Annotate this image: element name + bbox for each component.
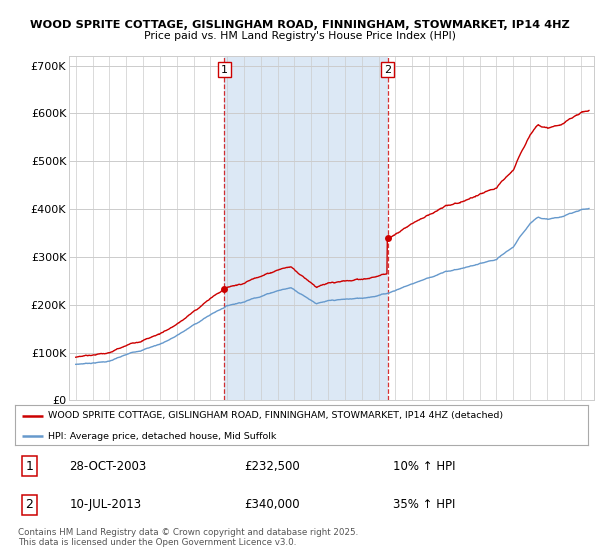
Point (383, 234, 392, 242)
Text: Price paid vs. HM Land Registry's House Price Index (HPI): Price paid vs. HM Land Registry's House … (144, 31, 456, 41)
Text: 2: 2 (384, 64, 391, 74)
Text: 10-JUL-2013: 10-JUL-2013 (70, 498, 142, 511)
Text: 2: 2 (25, 498, 33, 511)
Text: 10% ↑ HPI: 10% ↑ HPI (393, 460, 455, 473)
Text: £232,500: £232,500 (244, 460, 300, 473)
Text: WOOD SPRITE COTTAGE, GISLINGHAM ROAD, FINNINGHAM, STOWMARKET, IP14 4HZ (detached: WOOD SPRITE COTTAGE, GISLINGHAM ROAD, FI… (48, 411, 503, 420)
Text: HPI: Average price, detached house, Mid Suffolk: HPI: Average price, detached house, Mid … (48, 432, 277, 441)
Text: 28-OCT-2003: 28-OCT-2003 (70, 460, 146, 473)
Text: 1: 1 (25, 460, 33, 473)
Text: £340,000: £340,000 (244, 498, 300, 511)
Bar (224, 56, 388, 400)
Text: WOOD SPRITE COTTAGE, GISLINGHAM ROAD, FINNINGHAM, STOWMARKET, IP14 4HZ: WOOD SPRITE COTTAGE, GISLINGHAM ROAD, FI… (30, 20, 570, 30)
Text: Contains HM Land Registry data © Crown copyright and database right 2025.
This d: Contains HM Land Registry data © Crown c… (18, 528, 358, 547)
Text: 1: 1 (221, 64, 228, 74)
Text: 35% ↑ HPI: 35% ↑ HPI (393, 498, 455, 511)
Point (220, 284, 229, 293)
